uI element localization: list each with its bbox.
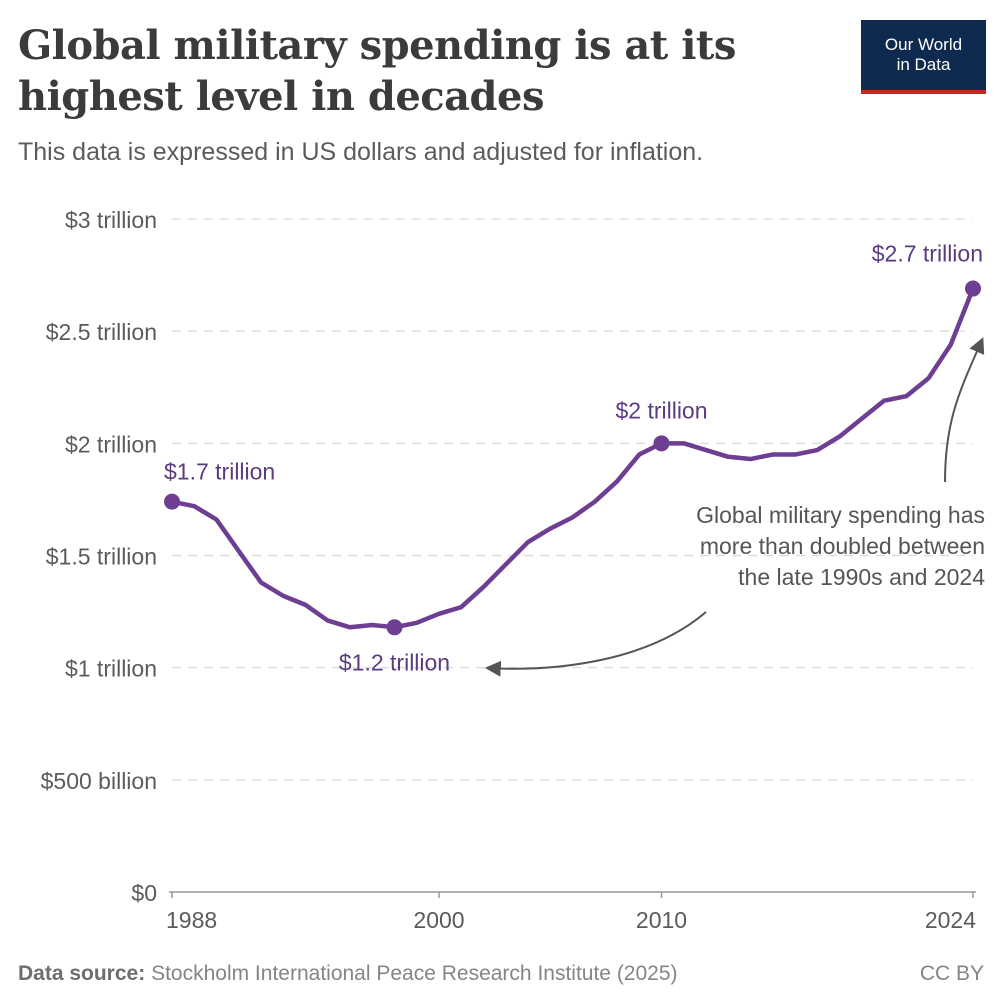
y-tick-label: $3 trillion [65, 207, 157, 233]
data-source-text: Stockholm International Peace Research I… [151, 962, 678, 985]
license-link[interactable]: CC BY [919, 962, 984, 985]
y-tick-label: $2 trillion [65, 431, 157, 457]
arrow-to-1998 [484, 611, 707, 677]
x-tick-label: 2024 [925, 907, 976, 933]
data-source: Data source: Stockholm International Pea… [18, 962, 678, 986]
data-point-2010[interactable] [653, 435, 670, 452]
logo-line-2: in Data [896, 55, 951, 74]
data-point-1988[interactable] [164, 493, 180, 510]
annotation-line: more than doubled between [700, 533, 985, 559]
x-tick-label: 2010 [636, 907, 687, 933]
owid-logo[interactable]: Our World in Data [861, 20, 986, 94]
y-tick-label: $0 [131, 880, 157, 906]
chart-subtitle: This data is expressed in US dollars and… [18, 138, 704, 166]
x-tick-label: 1988 [166, 907, 217, 933]
y-tick-label: $1.5 trillion [46, 544, 157, 570]
series-line [171, 287, 976, 630]
x-tick-label: 2000 [413, 907, 464, 933]
point-label: $2.7 trillion [872, 241, 983, 267]
arrow-to-2024 [944, 337, 985, 483]
point-label: $2 trillion [615, 397, 707, 423]
annotation-line: Global military spending has [696, 502, 985, 528]
y-tick-label: $2.5 trillion [46, 319, 157, 345]
point-label: $1.7 trillion [164, 459, 275, 485]
chart-title: Global military spending is at its highe… [18, 22, 736, 120]
logo-line-1: Our World [884, 35, 963, 54]
data-point-2024[interactable] [965, 280, 981, 297]
data-point-1998[interactable] [386, 619, 403, 636]
y-tick-label: $500 billion [41, 768, 157, 794]
y-tick-label: $1 trillion [65, 656, 157, 682]
annotation-line: the late 1990s and 2024 [738, 564, 985, 590]
point-label: $1.2 trillion [339, 649, 450, 675]
data-source-label: Data source: [18, 962, 146, 985]
